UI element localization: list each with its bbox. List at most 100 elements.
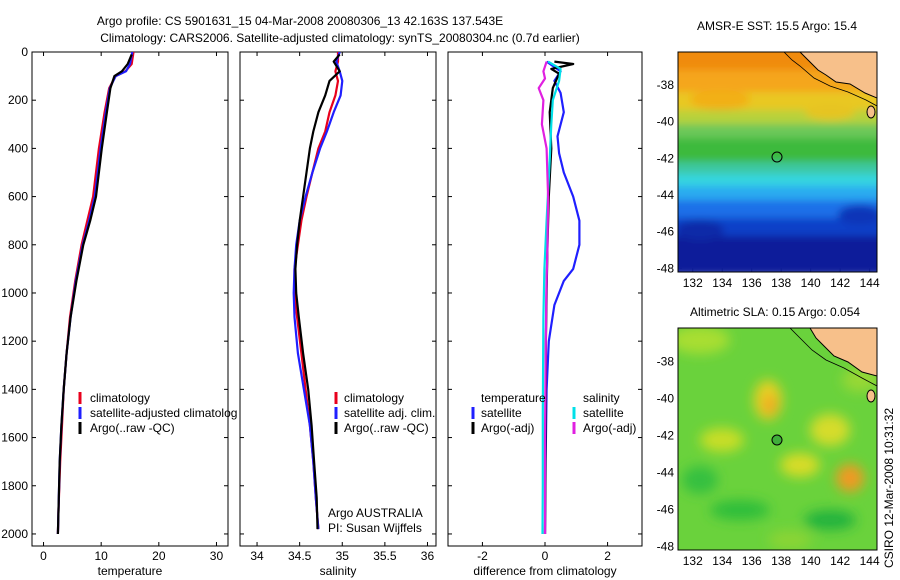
series-line-salinity-argo-adj- (537, 61, 550, 534)
land-mass (809, 328, 877, 377)
x-tick-label: 10 (94, 549, 108, 563)
map-y-tick-label: -46 (657, 502, 675, 516)
series-line-satellite-adj-clim- (292, 52, 344, 530)
sla-map-title: Altimetric SLA: 0.15 Argo: 0.054 (690, 305, 860, 319)
sst-band (678, 162, 877, 174)
y-tick-label: 1800 (1, 479, 28, 493)
sla-map-frame (677, 327, 878, 551)
legend-label-argo: Argo(..raw -QC) (344, 421, 429, 435)
map-x-tick-label: 138 (771, 554, 791, 568)
series-line-climatology (56, 52, 135, 535)
map-x-tick-label: 144 (860, 554, 880, 568)
map-x-tick-label: 144 (860, 276, 880, 290)
legend-label-satellite-adj: satellite adj. clim. (344, 406, 435, 420)
sst-band (678, 236, 877, 272)
y-tick-label: 1400 (1, 382, 28, 396)
argo-location-marker (771, 434, 783, 446)
island (866, 105, 876, 119)
sla-blob (836, 464, 864, 492)
y-tick-label: 800 (8, 238, 28, 252)
sst-cool-patch (838, 205, 877, 225)
map-y-tick-label: -40 (657, 115, 675, 129)
figure-title-line2: Climatology: CARS2006. Satellite-adjuste… (100, 31, 580, 45)
map-y-tick-label: -48 (657, 261, 675, 275)
series-line-argo-raw-qc- (294, 53, 341, 530)
land-mass (799, 52, 877, 99)
legend-label-climatology: climatology (90, 391, 150, 405)
sst-band (678, 200, 877, 218)
sla-blob (768, 530, 812, 550)
csiro-timestamp: CSIRO 12-Mar-2008 10:31:32 (882, 408, 896, 568)
y-tick-label: 200 (8, 93, 28, 107)
x-tick-label: 2 (604, 549, 611, 563)
x-tick-label: 20 (152, 549, 166, 563)
sst-map-title: AMSR-E SST: 15.5 Argo: 15.4 (697, 19, 857, 33)
argo-australia-label: Argo AUSTRALIA (328, 506, 423, 520)
map-y-tick-label: -42 (657, 151, 675, 165)
map-y-tick-label: -38 (657, 354, 675, 368)
map-x-tick-label: 134 (712, 554, 732, 568)
map-x-tick-label: 140 (801, 554, 821, 568)
x-tick-label: 36 (421, 549, 435, 563)
y-tick-label: 1200 (1, 334, 28, 348)
temperature-series (56, 52, 135, 535)
x-tick-label: 30 (210, 549, 224, 563)
sla-blob (710, 500, 770, 520)
series-line-argo-raw-qc- (56, 53, 133, 535)
legend-heading-salinity: salinity (583, 391, 620, 405)
map-y-tick-label: -44 (657, 188, 675, 202)
island (866, 389, 876, 403)
map-y-tick-label: -44 (657, 465, 675, 479)
map-x-tick-label: 138 (771, 276, 791, 290)
salinity-panel-frame (239, 51, 437, 547)
series-line-temperature-satellite (543, 60, 581, 535)
legend-label-sal-satellite: satellite (583, 406, 624, 420)
argo-location-marker (771, 151, 783, 163)
temperature-legend: climatology satellite-adjusted climatolo… (78, 391, 237, 435)
legend-label-satellite-adjusted: satellite-adjusted climatolog (90, 406, 237, 420)
contour-line (783, 52, 877, 107)
difference-series (537, 60, 581, 535)
map-x-tick-label: 136 (742, 276, 762, 290)
legend-label-temp-satellite: satellite (481, 406, 522, 420)
x-tick-label: 34.5 (288, 549, 312, 563)
temperature-panel-frame (31, 51, 229, 547)
map-x-tick-label: 142 (830, 276, 850, 290)
sst-warm-patch (690, 90, 750, 110)
y-tick-label: 1000 (1, 286, 28, 300)
difference-xlabel: difference from climatology (473, 564, 616, 578)
sla-blob (764, 395, 776, 415)
map-y-tick-label: -46 (657, 225, 675, 239)
map-x-tick-label: 134 (712, 276, 732, 290)
salinity-legend: climatology satellite adj. clim. Argo(..… (328, 391, 435, 535)
salinity-xlabel: salinity (320, 564, 357, 578)
legend-heading-temperature: temperature (481, 391, 546, 405)
sla-blob (780, 453, 820, 477)
x-tick-label: -2 (477, 549, 488, 563)
x-tick-label: 35.5 (373, 549, 397, 563)
x-tick-label: 0 (542, 549, 549, 563)
sst-band (678, 138, 877, 162)
x-tick-label: 34 (250, 549, 264, 563)
legend-label-climatology: climatology (344, 391, 404, 405)
sla-blob (810, 414, 850, 446)
map-y-tick-label: -48 (657, 539, 675, 553)
map-y-tick-label: -38 (657, 78, 675, 92)
y-tick-label: 2000 (1, 527, 28, 541)
sst-cool-patch (678, 220, 724, 240)
sla-blob (804, 510, 856, 530)
map-x-tick-label: 132 (683, 276, 703, 290)
temperature-xlabel: temperature (98, 564, 163, 578)
sst-band (678, 124, 877, 138)
figure-title-line1: Argo profile: CS 5901631_15 04-Mar-2008 … (97, 14, 503, 28)
map-x-tick-label: 136 (742, 554, 762, 568)
sst-map (678, 52, 877, 272)
sst-warm-patch (805, 104, 855, 120)
map-x-tick-label: 142 (830, 554, 850, 568)
sst-band (678, 218, 877, 236)
map-y-tick-label: -42 (657, 428, 675, 442)
sla-blob (678, 328, 730, 354)
map-x-tick-label: 132 (683, 554, 703, 568)
